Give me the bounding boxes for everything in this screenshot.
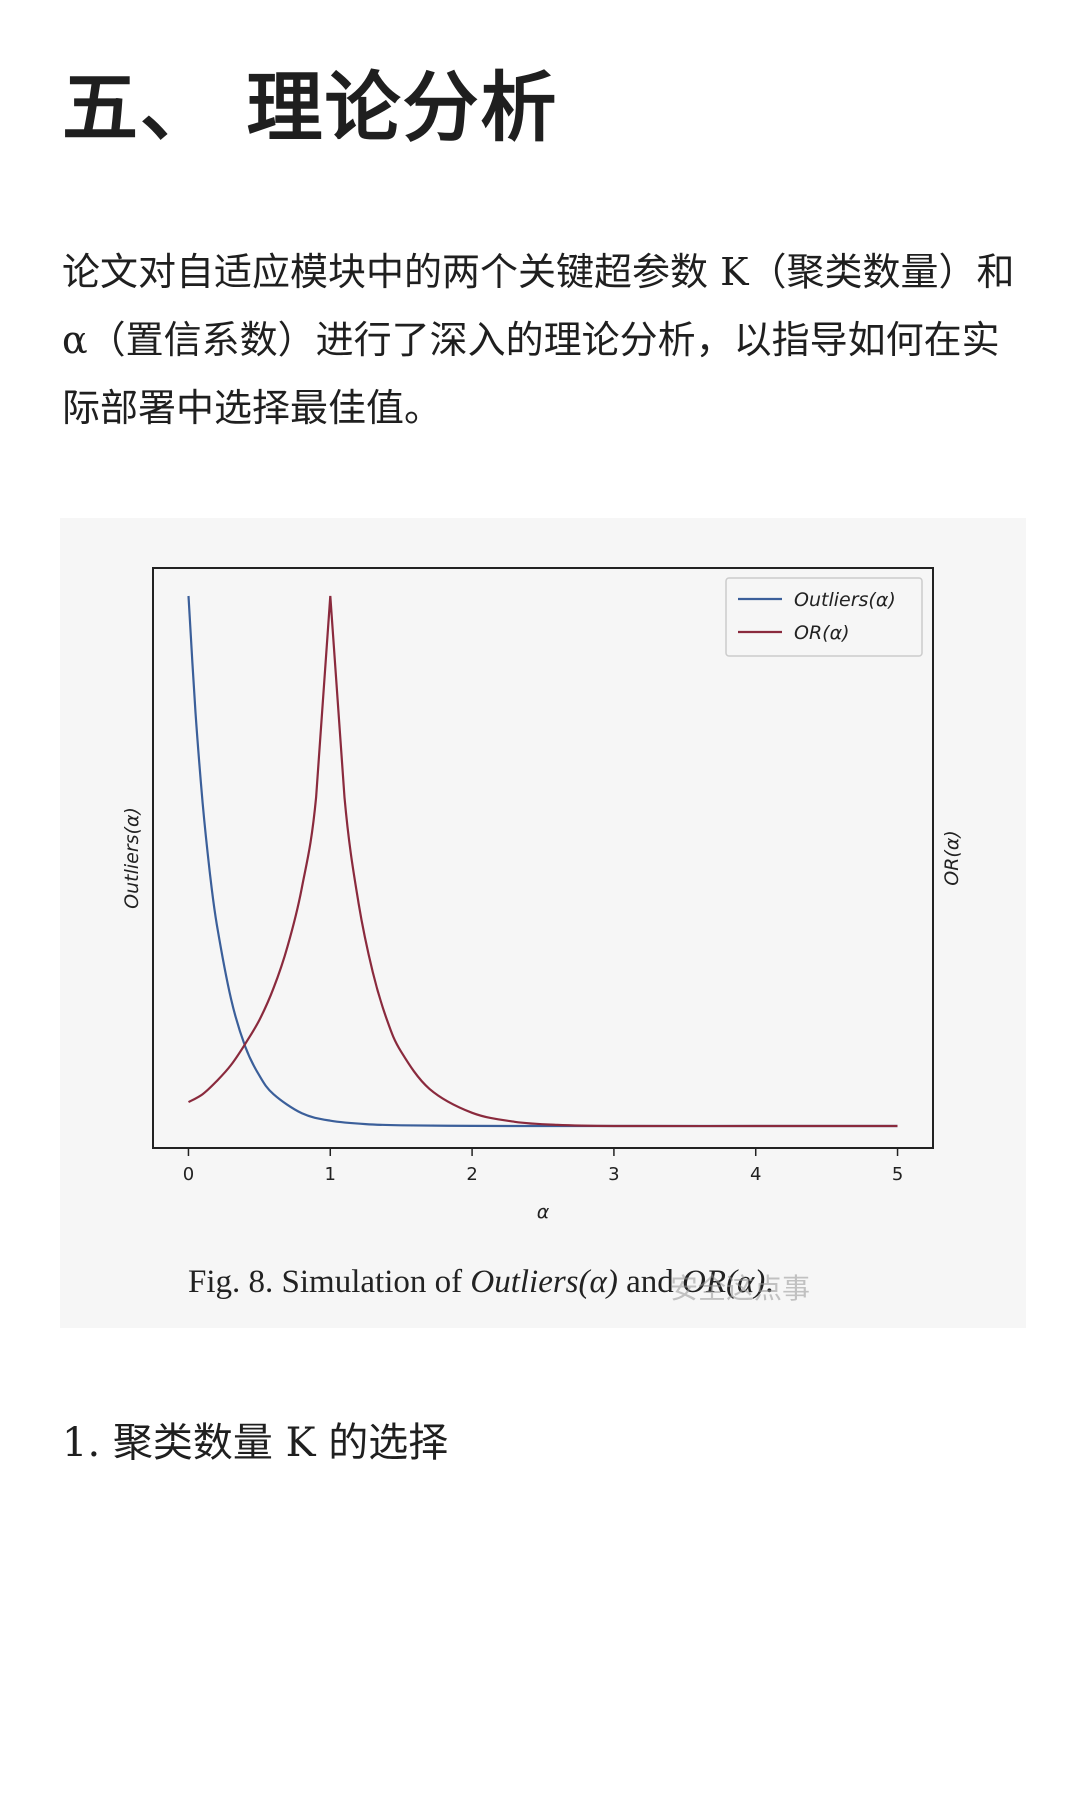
x-tick-label: 3: [608, 1164, 619, 1185]
x-tick-label: 2: [466, 1164, 477, 1185]
caption-series-1: Outliers(α): [470, 1264, 618, 1300]
caption-series-2: OR(α): [681, 1264, 766, 1300]
outliers-or-chart: 0 1 2 3 4 5 α Outliers(α) OR(α) Outliers(α) O…: [121, 567, 963, 1223]
x-tick-label: 5: [892, 1164, 903, 1185]
section-title: 五、 理论分析: [62, 63, 559, 152]
figure-caption: Fig. 8. Simulation of Outliers(α) and OR…: [188, 1264, 774, 1301]
y-axis-label-right: OR(α): [941, 830, 963, 886]
series-lines: [187, 595, 898, 1128]
x-tick-label: 1: [325, 1164, 336, 1185]
legend-label-or: OR(α): [794, 622, 850, 644]
watermark: 安全这点事: [670, 1272, 811, 1305]
caption-prefix: Fig. 8. Simulation of: [188, 1264, 471, 1300]
x-axis-label: α: [537, 1201, 550, 1223]
x-ticks: 0 1 2 3 4 5: [183, 1148, 903, 1185]
caption-suffix: .: [765, 1264, 774, 1300]
subheading-k-selection: 1. 聚类数量 K 的选择: [62, 1420, 449, 1466]
y-axis-label-left: Outliers(α): [121, 807, 143, 909]
legend-label-outliers: Outliers(α): [794, 589, 896, 611]
caption-and: and: [617, 1264, 682, 1300]
intro-paragraph: 论文对自适应模块中的两个关键超参数 K（聚类数量）和 α（置信系数）进行了深入的…: [62, 250, 1015, 430]
plot-frame: [152, 567, 934, 1149]
figure[interactable]: 0 1 2 3 4 5 α Outliers(α) OR(α) Outliers(α) O…: [60, 518, 1026, 1328]
legend: Outliers(α) OR(α): [725, 577, 923, 657]
legend-box: [725, 577, 923, 657]
x-tick-label: 4: [750, 1164, 761, 1185]
x-tick-label: 0: [183, 1164, 194, 1185]
series-line-or: [187, 595, 898, 1128]
